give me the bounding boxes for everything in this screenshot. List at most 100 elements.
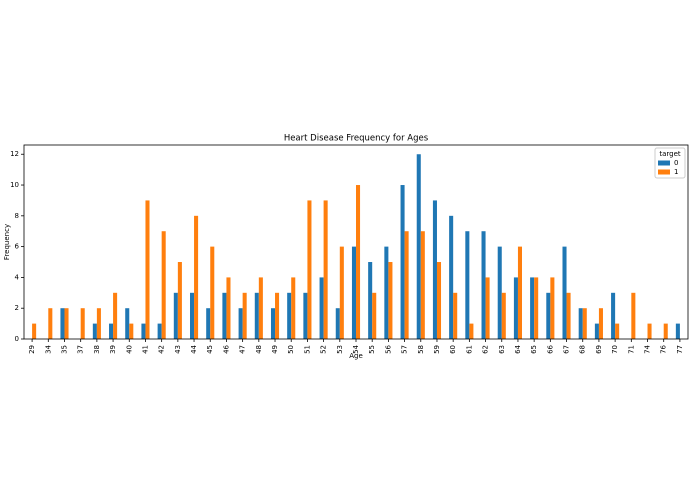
bar (335, 308, 340, 339)
bar (96, 308, 101, 339)
x-tick-label: 55 (368, 345, 376, 354)
x-tick-label: 44 (190, 344, 198, 353)
x-tick-label: 29 (28, 345, 36, 354)
bar (384, 246, 389, 339)
x-tick-label: 41 (141, 345, 149, 354)
y-tick-label: 4 (15, 273, 20, 281)
bar (615, 323, 620, 339)
bar (161, 231, 166, 339)
y-tick-label: 6 (15, 243, 20, 251)
bar (582, 308, 587, 339)
x-tick-label: 43 (174, 345, 182, 354)
bar (141, 323, 146, 339)
x-tick-label: 65 (530, 345, 538, 354)
x-tick-label: 63 (498, 345, 506, 354)
bar (546, 292, 551, 339)
bar (109, 323, 114, 339)
bar (113, 292, 118, 339)
bar (611, 292, 616, 339)
bar (275, 292, 280, 339)
plot-frame (23, 144, 689, 340)
bar (513, 277, 518, 339)
bar (481, 231, 486, 339)
bar (238, 308, 243, 339)
x-tick-label: 76 (660, 344, 668, 353)
bar (190, 292, 195, 339)
x-tick-label: 37 (77, 345, 85, 354)
bar (497, 246, 502, 339)
bar (517, 246, 522, 339)
bar (501, 292, 506, 339)
chart-title: Heart Disease Frequency for Ages (284, 134, 429, 144)
bar (303, 292, 308, 339)
legend-swatch (658, 160, 670, 166)
x-tick-label: 57 (401, 345, 409, 354)
x-tick-label: 49 (271, 345, 279, 354)
x-tick-label: 64 (514, 344, 522, 353)
bar (416, 154, 421, 339)
x-tick-label: 40 (125, 345, 133, 354)
bar (210, 246, 215, 339)
bar (663, 323, 668, 339)
bar (675, 323, 680, 339)
bar (92, 323, 97, 339)
bar (80, 308, 85, 339)
bar (125, 308, 130, 339)
bar (631, 292, 636, 339)
bar (372, 292, 377, 339)
bar (562, 246, 567, 339)
legend-label: 0 (674, 159, 678, 167)
x-tick-label: 71 (627, 345, 635, 354)
x-tick-label: 70 (611, 345, 619, 354)
x-tick-label: 59 (433, 345, 441, 354)
x-tick-label: 42 (158, 345, 166, 354)
x-tick-label: 56 (384, 344, 392, 353)
bar (598, 308, 603, 339)
y-tick-label: 12 (10, 150, 19, 158)
bar (356, 185, 361, 339)
x-tick-label: 52 (320, 345, 328, 354)
bar (254, 292, 259, 339)
x-tick-label: 35 (60, 345, 68, 354)
x-tick-label: 39 (109, 345, 117, 354)
x-tick-label: 38 (93, 345, 101, 354)
bar (129, 323, 134, 339)
bar (194, 215, 199, 339)
x-tick-label: 61 (465, 345, 473, 354)
x-tick-label: 51 (303, 345, 311, 354)
bar (291, 277, 296, 339)
bar (258, 277, 263, 339)
bar (60, 308, 65, 339)
bar (465, 231, 470, 339)
x-tick-label: 68 (579, 345, 587, 354)
bar (469, 323, 474, 339)
bar (307, 200, 312, 339)
x-tick-label: 50 (287, 345, 295, 354)
legend-title: target (659, 150, 681, 158)
x-tick-label: 69 (595, 345, 603, 354)
bar (339, 246, 344, 339)
x-tick-label: 58 (417, 345, 425, 354)
x-tick-label: 66 (546, 344, 554, 353)
bar (177, 262, 182, 339)
x-tick-label: 48 (255, 345, 263, 354)
x-tick-label: 34 (44, 344, 52, 353)
y-tick-label: 2 (15, 304, 19, 312)
bar (287, 292, 292, 339)
bar (400, 185, 405, 339)
y-tick-label: 8 (15, 212, 19, 220)
bar (32, 323, 37, 339)
bar (432, 200, 437, 339)
x-axis-label: Age (349, 352, 363, 360)
bar (206, 308, 211, 339)
bar (64, 308, 69, 339)
legend-swatch (658, 169, 670, 175)
bar (368, 262, 373, 339)
bar (449, 215, 454, 339)
bar (436, 262, 442, 339)
x-tick-label: 67 (563, 345, 571, 354)
x-tick-label: 53 (336, 345, 344, 354)
bar (550, 277, 555, 339)
bar (578, 308, 583, 339)
